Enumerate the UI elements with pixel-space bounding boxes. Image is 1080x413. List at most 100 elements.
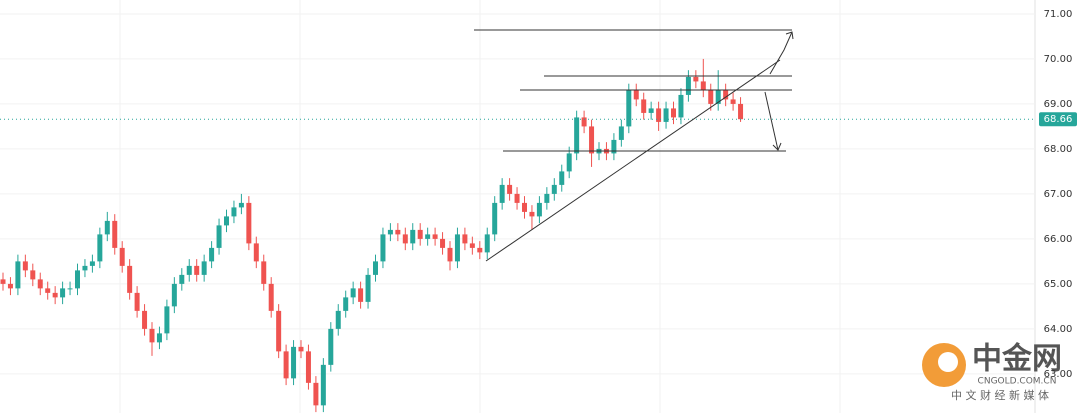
candle-body [484,234,490,253]
candle-body [30,270,36,280]
candle-body [7,283,13,289]
candle-body [209,247,215,262]
candle-body [678,94,684,118]
y-tick-label: 69.00 [1044,99,1073,110]
candle-body [164,306,170,334]
logo [938,352,958,372]
candle-body [15,261,21,289]
candle-body [313,382,319,406]
up-arrow-head [785,31,794,40]
y-tick-label: 70.00 [1044,54,1073,65]
y-tick-label: 63.00 [1044,369,1073,380]
candle-body [730,99,736,104]
candle-body [298,346,304,352]
candle-body [536,202,542,217]
candle-body [477,247,483,253]
candle-body [268,283,274,311]
candle-body [566,153,572,172]
candle-body [216,225,222,248]
y-tick-label: 64.00 [1044,324,1073,335]
candle-body [514,193,520,203]
candle-body [544,193,550,203]
candle-body [350,288,356,298]
y-tick-label: 68.00 [1044,144,1073,155]
candle-body [410,229,416,244]
candle-body [179,274,185,284]
candle-body [112,220,118,248]
candle-body [82,265,88,271]
drawings [474,29,794,262]
candle-body [194,265,200,275]
candle-body [440,238,446,248]
candle-body [723,90,729,100]
candle-body [529,211,535,217]
candle-body [708,90,714,104]
candle-body [45,288,51,293]
vertical-grid [119,0,841,413]
candle-body [551,184,557,194]
candle-body [663,108,669,122]
candle-body [574,117,580,154]
candle-body [626,90,632,127]
down-arrow [764,91,779,151]
candle-body [738,103,744,120]
candle-body [685,76,691,95]
candle-body [291,346,297,379]
candle-body [522,202,527,212]
candle-body [104,220,110,235]
candle-body [75,270,80,289]
watermark: 中金网 CNGOLD.COM.CN 中 文 财 经 新 媒 体 [922,342,1062,402]
candle-body [37,279,43,289]
y-tick-label: 66.00 [1044,234,1073,245]
candle-body [492,202,498,235]
candle-body [0,279,6,284]
candle-body [335,310,341,329]
candle-body [656,108,662,122]
candle-body [671,108,676,118]
candle-body [469,243,475,248]
candle-body [432,234,438,239]
last-price-label: 68.66 [1044,114,1073,125]
candle-body [581,117,587,127]
candle-body [127,265,133,293]
candle-body [320,364,326,406]
candle-body [425,234,431,239]
y-tick-label: 67.00 [1044,189,1073,200]
candle-body [641,99,647,113]
candle-body [507,184,513,194]
candle-body [97,234,103,262]
candle-body [402,234,408,244]
candle-body [149,328,155,343]
candle-body [618,126,624,140]
up-arrow [769,31,793,75]
trend-line [485,59,781,262]
candle-body [201,261,207,275]
candle-body [358,288,364,302]
candle-body [246,202,252,244]
candle-body [52,292,58,298]
y-tick-label: 71.00 [1044,9,1073,20]
candle-body [700,81,706,91]
candle-body [60,288,66,298]
candle-body [499,184,505,203]
candle-body [454,234,460,262]
candle-body [119,247,125,266]
candle-body [693,76,699,82]
candle-body [224,216,229,226]
candle-body [171,283,177,307]
candle-body [238,202,244,208]
site: CNGOLD.COM.CN [978,377,1057,387]
candle-body [559,171,565,185]
candle-body [365,274,371,302]
candle-body [633,90,639,100]
candle-body [186,265,192,275]
candle-body [276,310,282,352]
candle-body [22,261,28,271]
last-price-box [1039,112,1077,127]
candle-body [283,351,289,379]
candle-body [261,261,267,284]
candle-body [89,261,95,266]
candle-body [305,351,311,383]
tagline: 中 文 财 经 新 媒 体 [951,388,1049,402]
candle-body [134,292,140,311]
